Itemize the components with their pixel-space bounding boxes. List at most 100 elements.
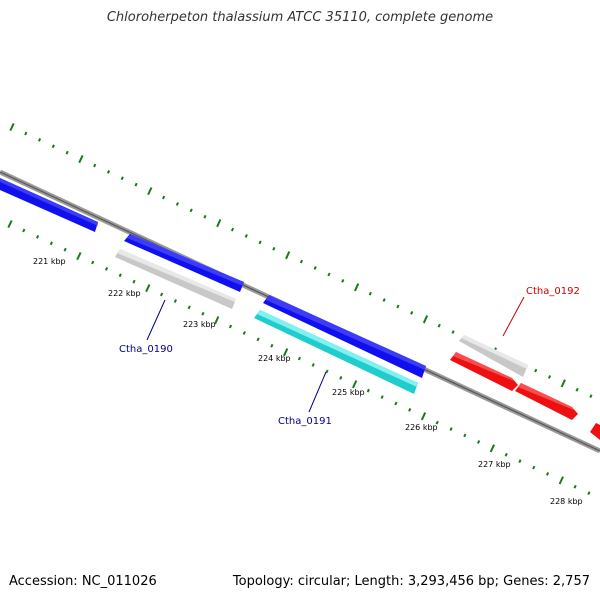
gene-feature-ctha-0191[interactable] <box>254 310 418 394</box>
scale-label-222: 222 kbp <box>108 289 141 298</box>
minor-tick <box>159 292 164 297</box>
label-leader-ctha-0190 <box>146 299 166 341</box>
minor-tick <box>435 420 439 425</box>
gene-label-ctha-0190[interactable]: Ctha_0190 <box>119 344 173 355</box>
major-tick <box>420 412 427 421</box>
major-tick <box>147 187 153 196</box>
minor-tick <box>106 169 111 174</box>
minor-tick <box>325 369 329 374</box>
minor-tick <box>341 278 345 283</box>
minor-tick <box>587 491 591 496</box>
gene-label-ctha-0191[interactable]: Ctha_0191 <box>278 416 332 427</box>
minor-tick <box>410 310 414 315</box>
major-tick <box>78 154 84 164</box>
minor-tick <box>203 214 207 219</box>
minor-tick <box>242 331 246 335</box>
minor-tick <box>311 363 315 367</box>
minor-tick <box>451 330 455 334</box>
major-tick <box>353 283 360 292</box>
minor-tick <box>201 311 205 316</box>
scale-label-227: 227 kbp <box>478 460 511 469</box>
gene-feature-ctha-0190[interactable] <box>115 249 236 309</box>
scale-label-223: 223 kbp <box>183 320 216 329</box>
gene-feature[interactable] <box>590 423 600 440</box>
gene-features <box>0 178 600 440</box>
major-tick <box>214 316 220 325</box>
minor-tick <box>380 395 384 399</box>
minor-tick <box>63 247 67 252</box>
minor-tick <box>228 324 233 329</box>
major-tick <box>7 219 13 229</box>
minor-tick <box>104 266 109 271</box>
gene-feature-ctha-0192[interactable] <box>459 335 528 377</box>
gene-feature[interactable] <box>124 234 244 292</box>
minor-tick <box>382 298 386 302</box>
minor-tick <box>327 272 331 277</box>
minor-tick <box>449 427 453 431</box>
minor-tick <box>575 387 579 392</box>
major-tick <box>285 251 291 260</box>
minor-tick <box>518 459 522 464</box>
major-tick <box>76 251 82 261</box>
minor-tick <box>258 240 262 245</box>
minor-tick <box>91 260 95 265</box>
gene-labels: Ctha_0190 Ctha_0191 Ctha_0192 <box>119 286 580 427</box>
minor-tick <box>65 150 69 155</box>
major-tick <box>422 315 429 324</box>
gene-feature[interactable] <box>515 383 578 420</box>
minor-tick <box>93 163 97 168</box>
minor-tick <box>37 137 42 142</box>
minor-tick <box>437 323 441 328</box>
minor-tick <box>504 452 508 457</box>
minor-tick <box>161 195 166 200</box>
minor-tick <box>24 131 28 136</box>
minor-tick <box>244 234 248 238</box>
accession-text: Accession: NC_011026 <box>9 574 157 589</box>
minor-tick <box>189 208 193 213</box>
minor-tick <box>272 246 276 251</box>
scale-label-224: 224 kbp <box>258 354 291 363</box>
minor-tick <box>545 472 550 476</box>
scale-label-226: 226 kbp <box>405 423 438 432</box>
minor-tick <box>120 176 124 181</box>
minor-tick <box>118 273 122 278</box>
major-tick <box>283 348 289 357</box>
gene-feature[interactable] <box>263 295 426 378</box>
minor-tick <box>51 144 55 149</box>
minor-tick <box>463 433 467 438</box>
minor-tick <box>132 279 136 284</box>
minor-tick <box>534 368 538 373</box>
minor-tick <box>532 465 536 470</box>
minor-tick <box>476 440 481 444</box>
major-tick <box>351 380 358 389</box>
major-tick <box>9 122 15 132</box>
label-leader-ctha-0191 <box>308 371 327 413</box>
minor-tick <box>313 266 317 270</box>
major-tick <box>489 444 496 453</box>
minor-tick <box>49 241 53 246</box>
minor-tick <box>175 202 180 206</box>
map-title: Chloroherpeton thalassium ATCC 35110, co… <box>106 10 494 25</box>
minor-tick <box>35 234 40 239</box>
minor-tick <box>230 227 235 232</box>
minor-tick <box>408 407 412 412</box>
scale-label-225: 225 kbp <box>332 388 365 397</box>
genome-summary-text: Topology: circular; Length: 3,293,456 bp… <box>232 574 590 589</box>
minor-tick <box>22 228 26 233</box>
minor-tick <box>339 375 343 380</box>
minor-tick <box>547 375 552 379</box>
gene-feature[interactable] <box>450 352 518 391</box>
minor-tick <box>270 343 274 348</box>
gene-feature[interactable] <box>0 178 98 232</box>
minor-tick <box>187 305 191 310</box>
gene-label-ctha-0192[interactable]: Ctha_0192 <box>526 286 580 297</box>
scale-label-228: 228 kbp <box>550 497 583 506</box>
minor-tick <box>173 299 178 303</box>
minor-tick <box>394 401 398 406</box>
scale-label-221: 221 kbp <box>33 257 66 266</box>
minor-tick <box>256 337 260 342</box>
scale-labels: 221 kbp 222 kbp 223 kbp 224 kbp 225 kbp … <box>33 257 583 506</box>
minor-tick <box>366 388 370 393</box>
major-tick <box>216 219 222 228</box>
